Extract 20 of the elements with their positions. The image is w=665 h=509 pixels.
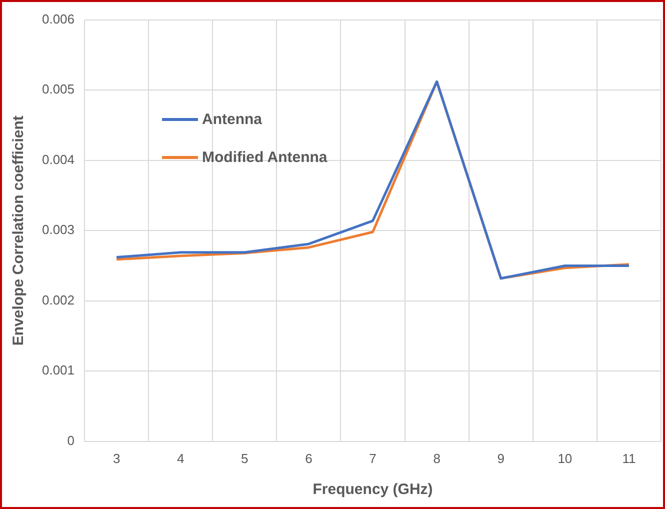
x-tick-label: 3 [112, 450, 120, 466]
y-tick-label: 0.002 [42, 292, 75, 308]
y-tick-label: 0 [67, 432, 75, 448]
x-tick-label: 6 [305, 450, 312, 466]
y-tick-label: 0.003 [42, 222, 75, 238]
x-axis-title: Frequency (GHz) [312, 481, 433, 498]
y-axis-title: Envelope Correlation coefficient [10, 116, 28, 346]
x-tick-label: 8 [433, 450, 440, 466]
x-tick-label: 10 [558, 450, 572, 466]
legend-label: Modified Antenna [202, 148, 328, 166]
x-tick-label: 5 [241, 450, 248, 466]
x-tick-label: 4 [176, 450, 184, 466]
x-tick-label: 9 [497, 450, 504, 466]
x-tick-label: 11 [622, 450, 636, 466]
y-tick-label: 0.004 [42, 152, 75, 167]
legend-label: Antenna [202, 110, 262, 128]
y-tick-label: 0.006 [42, 11, 75, 26]
y-tick-label: 0.001 [42, 362, 75, 378]
x-tick-label: 7 [369, 450, 376, 466]
y-tick-label: 0.005 [42, 82, 75, 97]
